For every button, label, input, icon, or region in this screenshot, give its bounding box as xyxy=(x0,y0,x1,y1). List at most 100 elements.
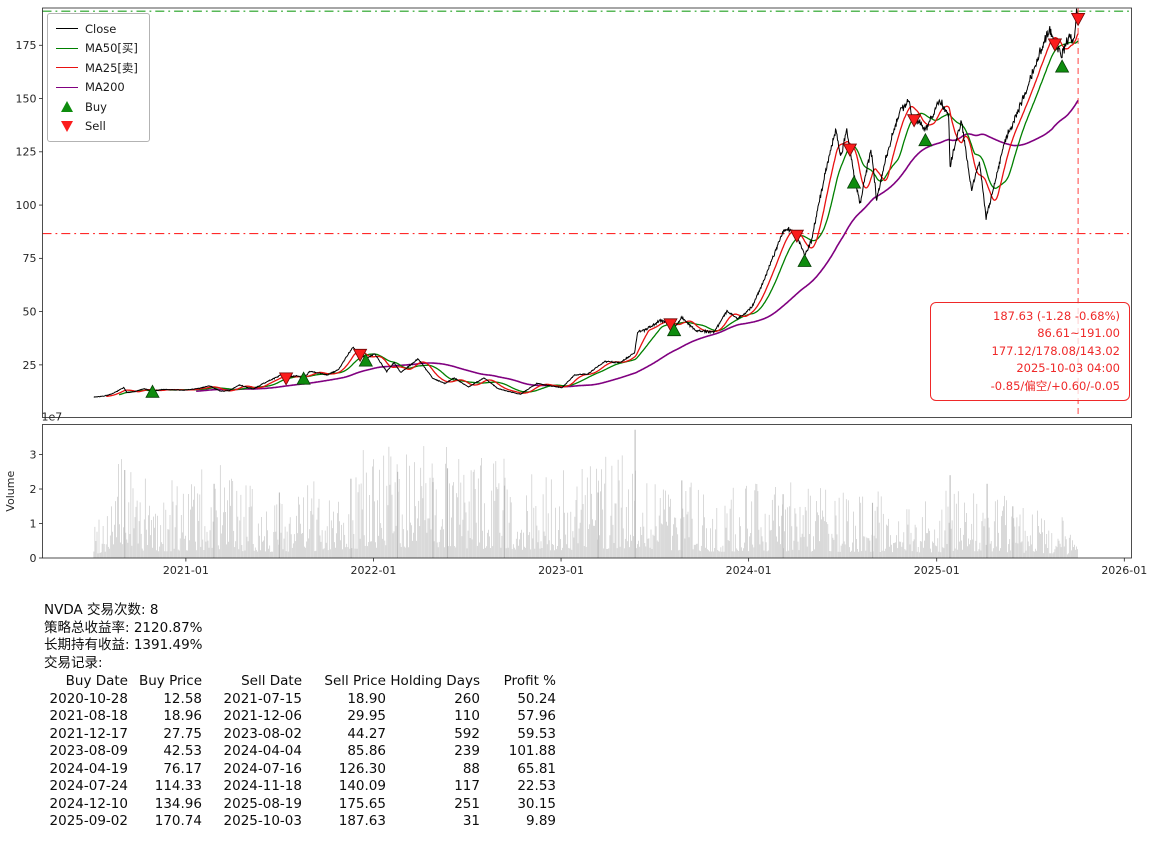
legend-label: MA200 xyxy=(85,80,125,95)
annotation-line: 86.61~191.00 xyxy=(1037,326,1120,341)
sell-marker-icon xyxy=(61,120,73,132)
trade-cell: 12.58 xyxy=(163,690,202,707)
sell-marker xyxy=(352,348,368,363)
trade-cell: 2024-11-18 xyxy=(223,778,302,795)
buy-marker xyxy=(1054,59,1070,73)
trade-cell: 2024-04-19 xyxy=(49,760,128,777)
trade-cell: 31 xyxy=(462,813,480,830)
volume-axis-title: Volume xyxy=(4,471,17,512)
trades-count-line: NVDA 交易次数: 8 xyxy=(44,602,159,618)
trade-cell: 18.96 xyxy=(163,708,202,725)
trade-cell: 126.30 xyxy=(338,760,386,777)
legend-entry: MA200 xyxy=(56,78,138,98)
price-tick-label: 75 xyxy=(23,252,37,265)
trade-row: 2024-07-24 114.33 2024-11-18 140.09 117 22.53 xyxy=(44,778,556,796)
sell-marker xyxy=(842,143,858,157)
legend-label: MA25[卖] xyxy=(85,60,138,75)
line-sample-icon xyxy=(56,28,78,30)
ma25-line xyxy=(106,33,1079,398)
tick-labels: 25 50 75 100 125 150 175 0 1 2 3 2021-01 2022-01 2023… xyxy=(4,39,1147,577)
trade-cell: 2024-07-16 xyxy=(223,760,302,777)
buy-marker xyxy=(918,132,933,147)
trade-cell: 239 xyxy=(454,743,480,760)
trade-cell: 175.65 xyxy=(338,795,386,812)
trade-cell: 88 xyxy=(462,760,480,777)
trades-table: Buy Date Buy Price Sell Date Sell Price Hold… xyxy=(44,673,556,831)
legend-entry: Sell xyxy=(56,117,138,137)
trade-cell: 114.33 xyxy=(154,778,202,795)
sell-marker xyxy=(1070,13,1086,27)
line-sample-icon xyxy=(56,47,78,49)
volume-plot-frame xyxy=(42,424,1132,559)
chart-canvas: 25 50 75 100 125 150 175 0 1 2 3 2021-01 2022-01 2023… xyxy=(4,7,1147,577)
trades-header-row: Buy Date Buy Price Sell Date Sell Price Hold… xyxy=(44,673,556,691)
trade-cell: 65.81 xyxy=(517,760,556,777)
price-tick-label: 100 xyxy=(16,199,37,212)
hold-return-line: 长期持有收益: 1391.49% xyxy=(44,637,203,654)
trade-cell: 2021-12-06 xyxy=(223,708,302,725)
trade-cell: 85.86 xyxy=(347,743,386,760)
x-tick-label: 2022-01 xyxy=(350,564,396,577)
annotation-line: 187.63 (-1.28 -0.68%) xyxy=(993,309,1120,323)
trades-col-header: Sell Price xyxy=(324,673,386,690)
legend-entry: Buy xyxy=(56,97,138,117)
volume-scale-label: 1e7 xyxy=(42,411,63,424)
trade-cell: 30.15 xyxy=(517,795,556,812)
x-tick-label: 2023-01 xyxy=(538,564,584,577)
trade-cell: 187.63 xyxy=(338,813,386,830)
strategy-stats: NVDA 交易次数: 8 策略总收益率: 2120.87% 长期持有收益: 13… xyxy=(44,602,1164,831)
price-plot-frame xyxy=(42,7,1132,418)
volume-tick-label: 3 xyxy=(30,448,37,461)
trade-markers xyxy=(145,13,1086,398)
trade-cell: 140.09 xyxy=(338,778,386,795)
trade-cell: 117 xyxy=(454,778,480,795)
buy-marker xyxy=(846,175,862,189)
price-tick-label: 25 xyxy=(23,359,37,372)
trades-col-header: Sell Date xyxy=(241,673,302,690)
axes xyxy=(42,7,1132,559)
buy-marker xyxy=(358,353,373,367)
chart-legend: Close MA50[买] MA25[卖] MA200 Buy Sell xyxy=(47,13,150,142)
sell-marker xyxy=(789,229,805,244)
x-tick-label: 2021-01 xyxy=(163,564,209,577)
trade-cell: 2021-07-15 xyxy=(223,690,302,707)
trade-row: 2020-10-28 12.58 2021-07-15 18.90 260 50.24 xyxy=(44,691,556,709)
trade-row: 2025-09-02 170.74 2025-10-03 187.63 31 9.89 xyxy=(44,813,556,831)
trade-cell: 110 xyxy=(454,708,480,725)
trade-cell: 42.53 xyxy=(163,743,202,760)
legend-entry: Close xyxy=(56,19,138,39)
volume-bars xyxy=(93,429,1078,558)
price-annotation-box: 187.63 (-1.28 -0.68%) 86.61~191.00 177.12/… xyxy=(930,302,1130,402)
trade-cell: 251 xyxy=(454,795,480,812)
trade-cell: 101.88 xyxy=(508,743,556,760)
trade-cell: 27.75 xyxy=(163,725,202,742)
trades-col-header: Holding Days xyxy=(390,673,480,690)
line-sample-icon xyxy=(56,67,78,69)
trade-cell: 59.53 xyxy=(517,725,556,742)
legend-entry: MA25[卖] xyxy=(56,58,138,78)
trade-cell: 18.90 xyxy=(347,690,386,707)
trade-cell: 2025-09-02 xyxy=(49,813,128,830)
legend-label: MA50[买] xyxy=(85,41,138,56)
x-tick-label: 2026-01 xyxy=(1101,564,1147,577)
legend-label: Sell xyxy=(85,119,106,134)
trade-cell: 9.89 xyxy=(525,813,556,830)
trade-cell: 2025-08-19 xyxy=(223,795,302,812)
price-tick-label: 175 xyxy=(16,39,37,52)
buy-marker xyxy=(666,322,682,337)
buy-marker xyxy=(797,253,812,267)
trade-cell: 2024-04-04 xyxy=(223,743,302,760)
trade-cell: 2024-07-24 xyxy=(49,778,128,795)
trades-col-header: Buy Date xyxy=(65,673,128,690)
volume-tick-label: 0 xyxy=(30,552,37,565)
price-tick-label: 150 xyxy=(16,92,37,105)
trade-cell: 2025-10-03 xyxy=(223,813,302,830)
legend-label: Buy xyxy=(85,99,107,114)
annotation-line: 177.12/178.08/143.02 xyxy=(991,343,1120,358)
buy-marker-icon xyxy=(61,101,73,113)
trade-records-label: 交易记录: xyxy=(44,654,103,671)
price-tick-label: 125 xyxy=(16,146,37,159)
trade-cell: 2024-12-10 xyxy=(49,795,128,812)
sell-marker xyxy=(1047,38,1063,52)
